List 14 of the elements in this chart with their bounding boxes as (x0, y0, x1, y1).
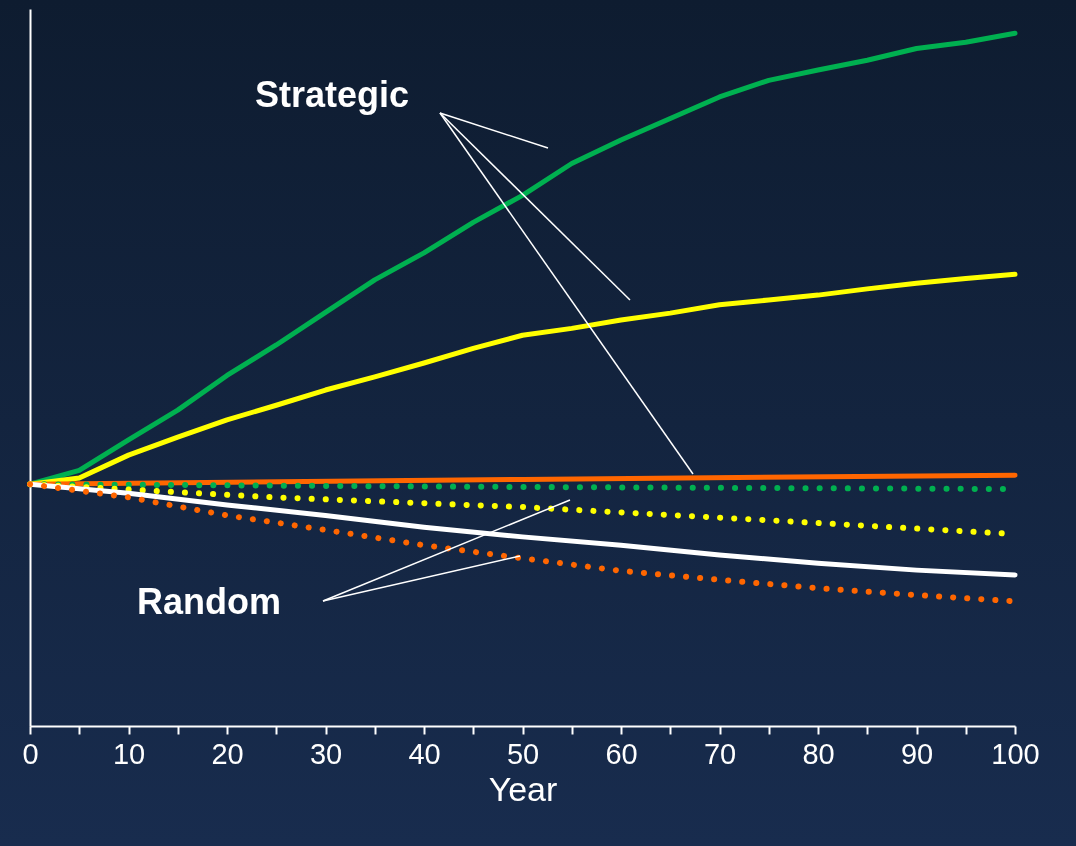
x-tick-label: 10 (112, 737, 146, 770)
x-tick-label: 90 (900, 737, 934, 770)
annotation: Strategic (255, 74, 410, 116)
x-tick-label: 50 (506, 737, 540, 770)
x-tick-label: 20 (211, 737, 244, 770)
annotation: Random (137, 581, 281, 623)
x-tick-label: 0 (22, 737, 39, 770)
x-tick-label: 40 (408, 737, 441, 770)
x-axis-title: Year (488, 769, 558, 808)
x-tick-label: 60 (605, 737, 638, 770)
x-tick-label: 70 (703, 737, 737, 770)
x-tick-label: 100 (991, 737, 1040, 770)
x-tick-label: 30 (309, 737, 343, 770)
x-tick-label: 80 (802, 737, 835, 770)
